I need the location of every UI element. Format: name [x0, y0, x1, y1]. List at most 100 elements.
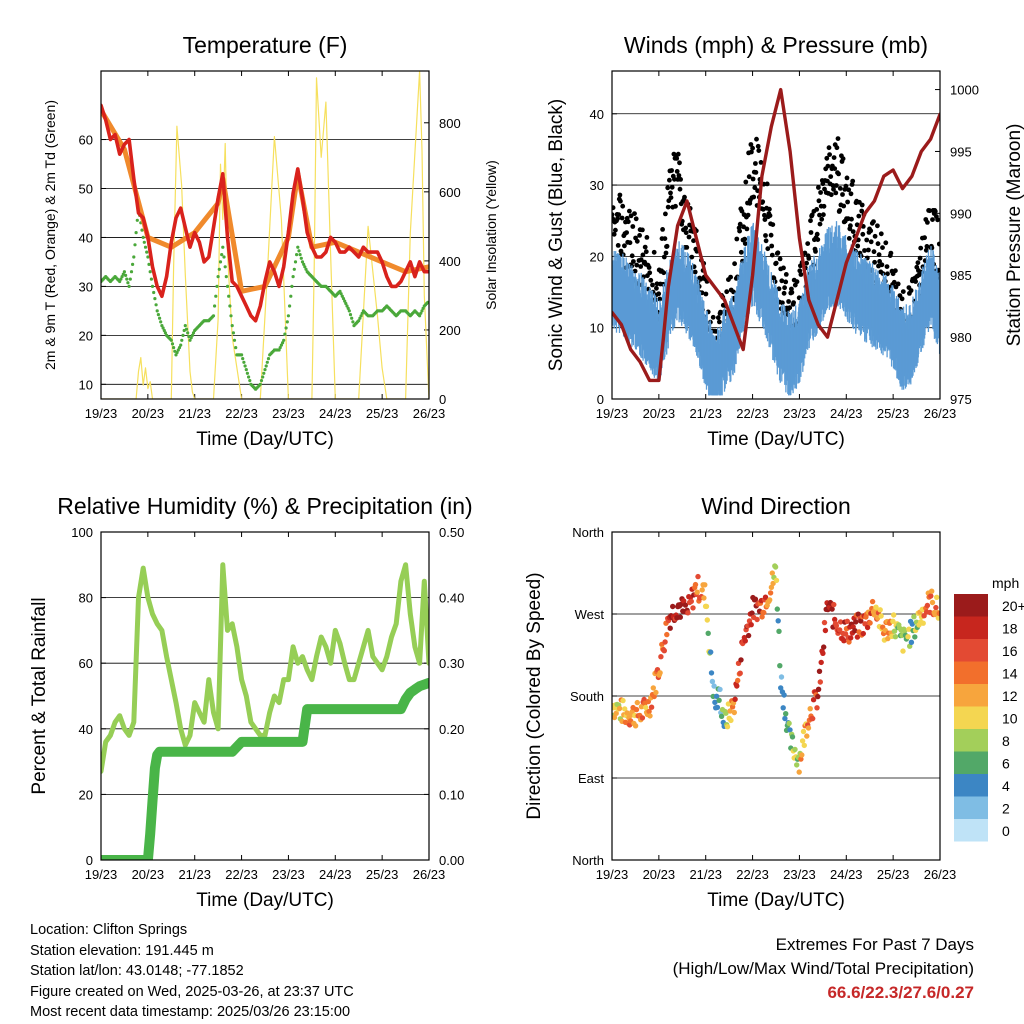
dewpoint-point: [278, 346, 282, 350]
direction-point: [703, 603, 710, 610]
gust-point: [846, 187, 852, 193]
dewpoint-point: [285, 320, 289, 324]
gust-point: [855, 243, 861, 249]
humidity-chart: Relative Humidity (%) & Precipitation (i…: [29, 493, 473, 911]
winds-xtick-label: 25/23: [877, 406, 910, 421]
gust-point: [646, 265, 652, 270]
direction-point: [653, 689, 659, 696]
dewpoint-point: [299, 256, 303, 260]
gust-point: [710, 314, 716, 320]
gust-point: [772, 279, 778, 284]
dewpoint-point: [426, 300, 429, 304]
legend-swatch: [954, 819, 988, 842]
direction-point: [702, 582, 708, 588]
legend-label: 0: [1002, 823, 1010, 839]
gust-point: [640, 252, 646, 258]
dewpoint-point: [156, 313, 160, 317]
dewpoint-point: [259, 379, 264, 383]
dewpoint-point: [232, 338, 237, 342]
dewpoint-point: [162, 328, 166, 333]
gust-point: [612, 231, 617, 237]
dewpoint-point: [350, 316, 354, 320]
direction-point: [911, 614, 917, 620]
gust-point: [859, 208, 865, 214]
direction-point: [822, 627, 829, 634]
dewpoint-point: [131, 262, 135, 266]
gust-point: [924, 244, 930, 249]
gust-point: [762, 212, 767, 218]
gust-point: [674, 169, 680, 174]
dewpoint-point: [125, 277, 129, 281]
gust-point: [692, 269, 698, 275]
direction-point: [632, 723, 639, 729]
dewpoint-point: [118, 279, 122, 284]
humidity-y2tick-label: 0.20: [439, 722, 464, 737]
humidity-ylabel: Percent & Total Rainfall: [29, 597, 50, 794]
dewpoint-point: [183, 324, 187, 328]
gust-point: [814, 231, 820, 237]
dewpoint-point: [152, 290, 156, 295]
gust-point: [809, 212, 815, 218]
direction-point: [759, 614, 765, 620]
direction-point: [716, 697, 722, 703]
dewpoint-point: [172, 346, 176, 350]
dewpoint-point: [213, 304, 217, 308]
gust-point: [625, 219, 631, 225]
temperature-y2tick-label: 600: [439, 185, 461, 200]
direction-point: [767, 590, 774, 596]
gust-point: [814, 207, 820, 212]
gust-point: [632, 211, 637, 217]
direction-point: [634, 699, 640, 706]
direction-ytick-label: East: [578, 771, 604, 786]
gust-point: [767, 206, 772, 212]
winds-y2tick-label: 1000: [950, 83, 979, 98]
dewpoint-point: [300, 260, 305, 264]
direction-xtick-label: 26/23: [924, 867, 957, 882]
gust-point: [849, 216, 854, 222]
direction-point: [705, 630, 711, 636]
humidity-y2tick-label: 0.30: [439, 656, 464, 671]
dewpoint-point: [244, 368, 248, 372]
direction-point: [810, 697, 817, 703]
dewpoint-point: [281, 341, 285, 345]
dewpoint-point: [288, 304, 292, 308]
direction-point: [796, 769, 802, 775]
direction-title: Wind Direction: [701, 493, 851, 519]
gust-point: [737, 228, 742, 234]
extremes-summary: Extremes For Past 7 Days (High/Low/Max W…: [673, 933, 974, 1005]
temperature-xlabel: Time (Day/UTC): [196, 429, 334, 450]
gust-point: [763, 233, 768, 238]
dewpoint-point: [221, 245, 225, 249]
dewpoint-point: [344, 301, 348, 306]
winds-xlabel: Time (Day/UTC): [707, 429, 845, 450]
gust-point: [845, 199, 850, 205]
gust-point: [937, 268, 940, 274]
winds-xtick-label: 21/23: [689, 406, 722, 421]
dewpoint-point: [231, 331, 235, 335]
humidity-ytick-label: 60: [79, 656, 93, 671]
temperature-y2label: Solar Insolation (Yellow): [483, 160, 499, 310]
humidity-xtick-label: 24/23: [319, 867, 352, 882]
direction-point: [855, 611, 861, 617]
gust-point: [664, 243, 670, 249]
temperature-xtick-label: 23/23: [272, 406, 305, 421]
gust-point: [782, 285, 787, 291]
figure-created: Figure created on Wed, 2025-03-26, at 23…: [30, 983, 354, 1000]
gust-point: [750, 176, 756, 182]
gust-point: [798, 272, 804, 277]
direction-point: [832, 616, 838, 623]
gust-point: [780, 300, 785, 306]
temperature-border: [100, 70, 430, 400]
dewpoint-point: [135, 218, 139, 222]
dewpoint-point: [241, 357, 245, 361]
gust-point: [678, 177, 683, 182]
direction-point: [645, 698, 651, 705]
gust-point: [859, 202, 865, 208]
direction-point: [643, 704, 649, 711]
gust-point: [794, 279, 800, 285]
direction-point: [829, 606, 835, 612]
direction-point: [844, 618, 850, 624]
winds-ylabel: Sonic Wind & Gust (Blue, Black): [546, 99, 567, 371]
dewpoint-point: [240, 353, 244, 357]
gust-point: [837, 186, 843, 191]
